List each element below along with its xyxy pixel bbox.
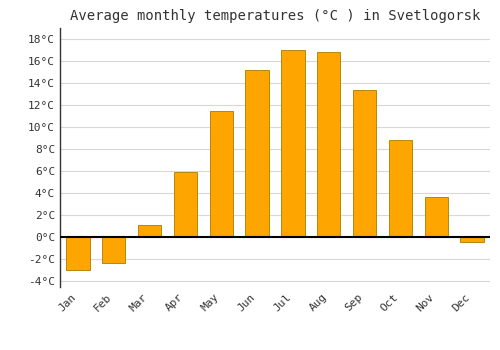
Bar [246, 70, 268, 237]
Bar [460, 237, 483, 242]
Bar [174, 173, 197, 237]
Bar [353, 90, 376, 237]
Bar [66, 237, 90, 271]
Bar [138, 225, 161, 237]
Bar [424, 197, 448, 237]
Title: Average monthly temperatures (°C ) in Svetlogorsk: Average monthly temperatures (°C ) in Sv… [70, 9, 480, 23]
Bar [210, 111, 233, 237]
Bar [102, 237, 126, 263]
Bar [389, 140, 412, 237]
Bar [282, 50, 304, 237]
Bar [317, 52, 340, 237]
